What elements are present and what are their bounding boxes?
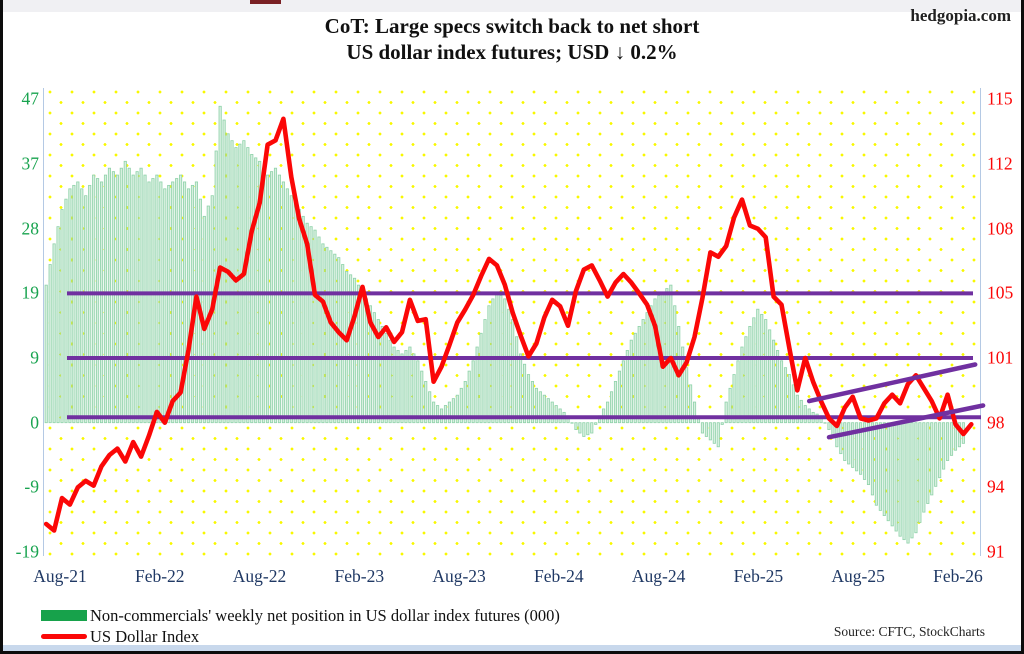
right-axis-label: 108 xyxy=(987,218,1014,239)
bottom-strip xyxy=(3,645,1021,651)
right-axis-label: 115 xyxy=(987,88,1013,109)
source-text: Source: CFTC, StockCharts xyxy=(833,624,985,639)
right-axis-label: 105 xyxy=(987,282,1014,303)
x-axis-label: Feb-23 xyxy=(334,566,385,586)
legend: Non-commercials' weekly net position in … xyxy=(41,605,560,647)
right-axis-label: 98 xyxy=(987,412,1005,433)
x-axis-label: Feb-22 xyxy=(134,566,185,586)
chart-title-line1: CoT: Large specs switch back to net shor… xyxy=(324,14,700,38)
left-axis-label: 19 xyxy=(21,282,40,303)
x-axis-label: Aug-21 xyxy=(33,566,87,586)
right-axis-label: 91 xyxy=(987,541,1005,562)
right-axis-label: 112 xyxy=(987,153,1013,174)
x-axis-label: Feb-26 xyxy=(933,566,983,586)
right-axis-label: 101 xyxy=(987,347,1014,368)
chart-title: CoT: Large specs switch back to net shor… xyxy=(3,13,1021,65)
legend-item-line: US Dollar Index xyxy=(41,626,560,647)
x-axis-label: Feb-24 xyxy=(534,566,584,586)
top-accent-bar xyxy=(250,0,281,4)
net-position-bars xyxy=(44,105,965,544)
x-axis-label: Aug-24 xyxy=(631,566,686,586)
left-axis-label: -9 xyxy=(24,476,39,497)
chart-canvas xyxy=(43,105,986,544)
bar-swatch xyxy=(41,610,87,621)
x-axis-label: Aug-22 xyxy=(232,566,287,586)
line-swatch xyxy=(41,634,87,639)
x-axis-label: Aug-23 xyxy=(432,566,486,586)
x-axis-label: Feb-25 xyxy=(733,566,784,586)
legend-label-line: US Dollar Index xyxy=(90,626,200,646)
left-axis-label: 0 xyxy=(30,412,39,433)
left-axis-label: 9 xyxy=(30,347,39,368)
usd-index-line xyxy=(43,116,974,533)
legend-item-bars: Non-commercials' weekly net position in … xyxy=(41,605,560,626)
right-axis-label: 94 xyxy=(987,476,1005,497)
legend-label-bars: Non-commercials' weekly net position in … xyxy=(90,605,560,625)
chart-title-line2: US dollar index futures; USD ↓ 0.2% xyxy=(346,40,678,64)
trendlines xyxy=(806,362,986,440)
left-axis-label: -19 xyxy=(15,541,39,562)
x-axis-label: Aug-25 xyxy=(831,566,885,586)
left-axis-label: 28 xyxy=(21,218,40,239)
left-axis-label: 37 xyxy=(21,153,40,174)
site-watermark: hedgopia.com xyxy=(910,6,1011,25)
bottom-border xyxy=(3,651,1021,654)
left-axis-label: 47 xyxy=(21,88,40,109)
